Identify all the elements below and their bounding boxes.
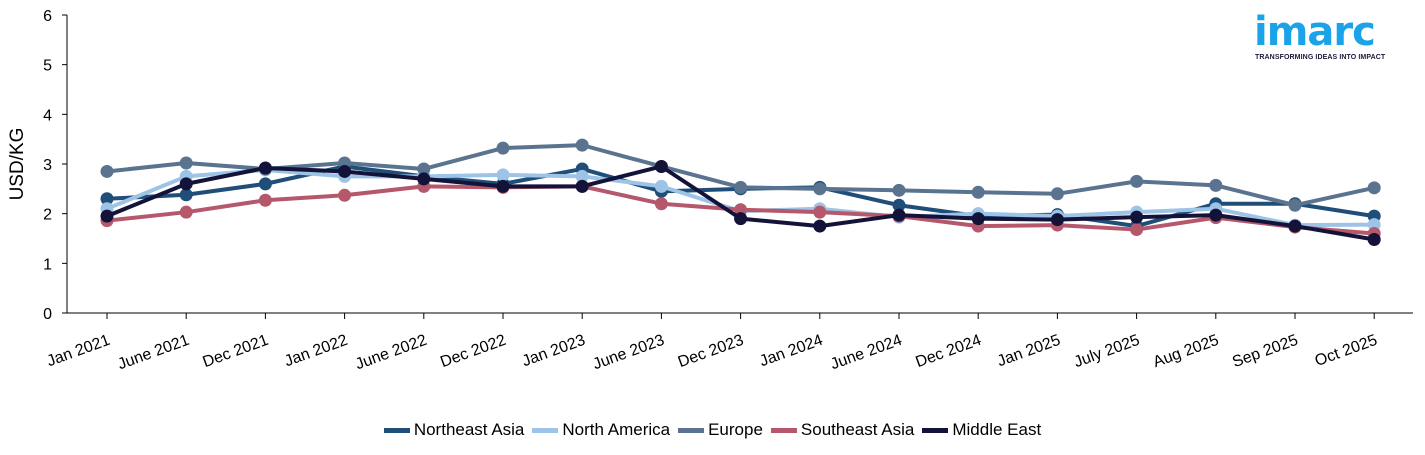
data-point-north-america: [575, 169, 589, 183]
data-point-southeast-asia: [654, 197, 668, 211]
data-point-europe: [179, 156, 193, 170]
legend-label: Europe: [708, 420, 763, 439]
data-point-north-america: [654, 179, 668, 193]
data-point-middle-east: [654, 159, 668, 173]
data-point-northeast-asia: [179, 188, 193, 202]
legend-label: North America: [562, 420, 671, 439]
x-tick-label: Dec 2024: [913, 332, 983, 371]
y-axis-title: USD/KG: [7, 128, 28, 201]
data-point-middle-east: [1050, 213, 1064, 227]
legend-label: Northeast Asia: [413, 420, 525, 439]
data-point-europe: [100, 164, 114, 178]
legend-swatch: [678, 427, 705, 433]
y-tick-label: 4: [43, 107, 52, 124]
data-point-middle-east: [892, 208, 906, 222]
legend-swatch: [922, 427, 949, 433]
x-tick-label: June 2022: [353, 332, 429, 374]
data-point-europe: [971, 185, 985, 199]
legend-swatch: [532, 427, 559, 433]
y-tick-label: 0: [43, 306, 52, 323]
logo-tagline: TRANSFORMING IDEAS INTO IMPACT: [1255, 54, 1386, 61]
x-tick-label: Jan 2024: [757, 332, 825, 371]
x-tick-label: Dec 2021: [201, 332, 271, 371]
data-point-europe: [734, 180, 748, 194]
x-tick-label: June 2024: [828, 332, 904, 374]
chart-legend: Northeast Asia North America Europe Southea…: [0, 420, 1425, 440]
data-point-middle-east: [338, 164, 352, 178]
data-point-europe: [813, 182, 827, 196]
x-tick-label: Oct 2025: [1313, 332, 1380, 370]
legend-item-north-america: North America: [532, 420, 670, 440]
data-point-europe: [417, 162, 431, 176]
data-point-europe: [1288, 198, 1302, 212]
legend-swatch: [383, 427, 410, 433]
data-point-southeast-asia: [1130, 223, 1144, 237]
x-tick-label: Aug 2025: [1151, 332, 1221, 371]
legend-label: Middle East: [952, 420, 1042, 439]
legend-item-europe: Europe: [678, 420, 763, 440]
data-point-middle-east: [1288, 219, 1302, 233]
data-point-southeast-asia: [813, 205, 827, 219]
data-point-middle-east: [1367, 232, 1381, 246]
data-point-middle-east: [100, 209, 114, 223]
data-point-northeast-asia: [258, 177, 272, 191]
x-tick-label: Jan 2023: [520, 332, 588, 371]
data-point-middle-east: [417, 172, 431, 186]
data-point-europe: [496, 141, 510, 155]
x-tick-label: Sep 2025: [1230, 332, 1300, 371]
data-point-north-america: [496, 168, 510, 182]
x-tick-label: Dec 2022: [438, 332, 508, 371]
data-point-southeast-asia: [734, 203, 748, 217]
data-point-southeast-asia: [179, 205, 193, 219]
legend-item-middle-east: Middle East: [922, 420, 1041, 440]
y-tick-label: 2: [43, 207, 52, 224]
data-point-middle-east: [496, 179, 510, 193]
x-tick-label: Jan 2021: [45, 332, 113, 371]
data-point-middle-east: [258, 161, 272, 175]
y-tick-label: 3: [43, 157, 52, 174]
data-point-middle-east: [734, 212, 748, 226]
data-point-middle-east: [179, 177, 193, 191]
y-tick-label: 6: [43, 8, 52, 25]
legend-item-southeast-asia: Southeast Asia: [770, 420, 915, 440]
data-point-southeast-asia: [258, 193, 272, 207]
legend-label: Southeast Asia: [800, 420, 915, 439]
data-point-europe: [1367, 181, 1381, 195]
data-point-middle-east: [1209, 208, 1223, 222]
data-point-middle-east: [575, 179, 589, 193]
data-point-europe: [1130, 174, 1144, 188]
data-point-europe: [892, 183, 906, 197]
data-point-middle-east: [813, 219, 827, 233]
imarc-logo: imarc TRANSFORMING IDEAS INTO IMPACT: [1254, 4, 1394, 64]
data-point-southeast-asia: [338, 188, 352, 202]
legend-swatch: [770, 427, 797, 433]
data-point-europe: [1209, 178, 1223, 192]
data-point-europe: [1050, 187, 1064, 201]
x-tick-label: June 2023: [591, 332, 667, 374]
data-point-northeast-asia: [100, 192, 114, 206]
data-point-northeast-asia: [892, 198, 906, 212]
x-tick-label: Jan 2025: [995, 332, 1063, 371]
data-point-middle-east: [971, 212, 985, 226]
x-tick-label: Dec 2023: [676, 332, 746, 371]
data-point-middle-east: [1130, 210, 1144, 224]
data-point-europe: [575, 138, 589, 152]
x-tick-label: June 2021: [116, 332, 192, 374]
x-tick-label: Jan 2022: [282, 332, 350, 371]
logo-wordmark: imarc: [1254, 9, 1376, 55]
y-tick-label: 5: [43, 58, 52, 75]
x-tick-label: July 2025: [1072, 332, 1142, 371]
data-point-north-america: [1367, 218, 1381, 232]
y-tick-label: 1: [43, 256, 52, 273]
legend-item-northeast-asia: Northeast Asia: [383, 420, 525, 440]
